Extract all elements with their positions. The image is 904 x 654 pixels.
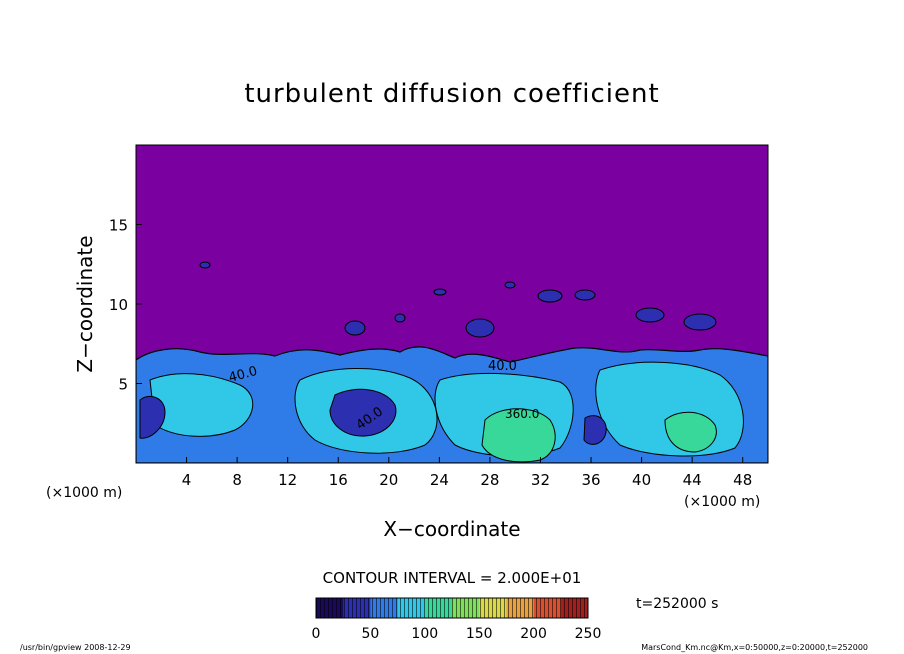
upper-turbulent-blobs xyxy=(199,261,717,338)
x-axis: 4 8 12 16 20 24 28 32 36 40 44 48 xyxy=(182,457,752,489)
x-unit-left: (×1000 m) xyxy=(46,485,122,501)
y-tick-label: 5 xyxy=(118,376,128,394)
x-tick-label: 48 xyxy=(733,471,752,489)
x-axis-label: X−coordinate xyxy=(383,517,520,541)
colorbar-frame xyxy=(315,597,589,619)
x-tick-label: 16 xyxy=(329,471,348,489)
colorbar-tick-label: 100 xyxy=(411,626,438,642)
footer-right: MarsCond_Km.nc@Km,x=0:50000,z=0:20000,t=… xyxy=(641,643,868,652)
plot-area xyxy=(136,145,768,463)
x-tick-label: 36 xyxy=(581,471,600,489)
x-tick-label: 28 xyxy=(480,471,499,489)
cyan-region xyxy=(149,373,254,437)
x-tick-label: 20 xyxy=(379,471,398,489)
time-label: t=252000 s xyxy=(636,596,718,612)
green-region xyxy=(481,408,556,463)
y-axis-label: Z−coordinate xyxy=(73,235,97,372)
x-tick-label: 12 xyxy=(278,471,297,489)
footer-left: /usr/bin/gpview 2008-12-29 xyxy=(20,643,131,652)
dark-blue-core xyxy=(139,396,166,439)
contour-interval: CONTOUR INTERVAL = 2.000E+01 xyxy=(323,569,582,587)
x-tick-label: 8 xyxy=(232,471,242,489)
colorbar-tick-label: 250 xyxy=(575,626,602,642)
colorbar-tick-label: 150 xyxy=(466,626,493,642)
y-axis: 5 10 15 xyxy=(109,217,142,394)
x-tick-label: 40 xyxy=(632,471,651,489)
x-unit-right: (×1000 m) xyxy=(684,494,760,510)
colorbar-tick-label: 200 xyxy=(520,626,547,642)
x-tick-label: 32 xyxy=(531,471,550,489)
chart-title: turbulent diffusion coefficient xyxy=(244,79,659,109)
green-region xyxy=(664,411,717,453)
y-tick-label: 15 xyxy=(109,217,128,235)
x-tick-label: 4 xyxy=(182,471,192,489)
colorbar: 0 50 100 150 200 250 xyxy=(312,597,602,642)
colorbar-tick-label: 0 xyxy=(312,626,321,642)
dark-blue-core xyxy=(583,415,607,445)
colorbar-stripes xyxy=(316,598,588,618)
x-tick-label: 44 xyxy=(683,471,702,489)
contour-label: 360.0 xyxy=(505,407,539,421)
y-tick-label: 10 xyxy=(109,296,128,314)
x-tick-label: 24 xyxy=(430,471,449,489)
contour-label: 40.0 xyxy=(227,364,259,386)
cyan-region xyxy=(595,361,744,457)
dark-blue-core xyxy=(329,388,397,437)
contour-label: 40.0 xyxy=(488,359,517,374)
colorbar-tick-label: 50 xyxy=(361,626,379,642)
